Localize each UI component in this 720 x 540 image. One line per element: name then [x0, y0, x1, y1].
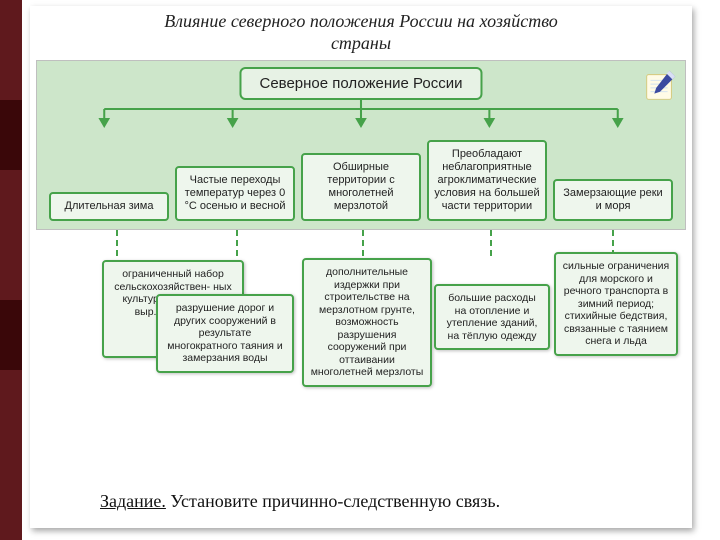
root-node: Северное положение России — [239, 67, 482, 100]
dash-connector — [236, 230, 238, 256]
task-line: Задание. Установите причинно-следственну… — [100, 491, 500, 512]
effect-box[interactable]: разрушение дорог и других сооружений в р… — [156, 294, 294, 373]
effect-box[interactable]: дополнительные издержки при строительств… — [302, 258, 432, 387]
stage: Влияние северного положения России на хо… — [0, 0, 720, 540]
page-title: Влияние северного положения России на хо… — [30, 10, 692, 54]
effect-box[interactable]: сильные ограничения для морского и речно… — [554, 252, 678, 356]
effect-box[interactable]: большие расходы на отопление и утепление… — [434, 284, 550, 350]
cause-box: Замерзающие реки и моря — [553, 179, 673, 221]
cause-box: Длительная зима — [49, 192, 169, 221]
cause-box: Преобладают неблагоприятные агроклиматич… — [427, 140, 547, 221]
slide: Влияние северного положения России на хо… — [30, 6, 692, 528]
cause-box: Обширные территории с многолетней мерзло… — [301, 153, 421, 221]
notebook-icon — [641, 67, 679, 105]
diagram-panel: Северное положение России Длительная зим… — [36, 60, 686, 230]
decorative-left-strip — [0, 0, 22, 540]
dash-connector — [362, 230, 364, 256]
title-line-2: страны — [331, 33, 391, 53]
dash-connector — [116, 230, 118, 256]
task-label: Задание. — [100, 491, 166, 511]
dash-connector — [490, 230, 492, 256]
title-line-1: Влияние северного положения России на хо… — [164, 11, 558, 31]
task-text: Установите причинно-следственную связь. — [166, 491, 500, 511]
cause-box: Частые переходы температур через 0 °C ос… — [175, 166, 295, 221]
